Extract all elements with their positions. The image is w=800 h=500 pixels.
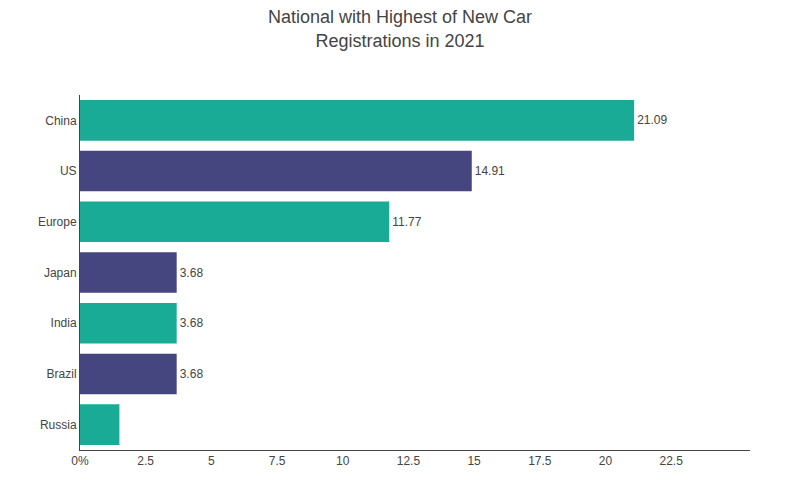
svg-text:2.5: 2.5	[137, 454, 154, 468]
svg-text:3.68: 3.68	[180, 316, 204, 330]
svg-text:Japan: Japan	[44, 266, 77, 280]
svg-text:Europe: Europe	[38, 215, 77, 229]
svg-text:0%: 0%	[71, 454, 89, 468]
svg-text:17.5: 17.5	[528, 454, 552, 468]
svg-text:US: US	[60, 164, 77, 178]
svg-text:Russia: Russia	[40, 418, 77, 432]
svg-text:China: China	[45, 114, 77, 128]
svg-text:20: 20	[599, 454, 613, 468]
svg-text:3.68: 3.68	[180, 367, 204, 381]
svg-text:10: 10	[336, 454, 350, 468]
svg-text:3.68: 3.68	[180, 266, 204, 280]
svg-text:12.5: 12.5	[397, 454, 421, 468]
svg-text:India: India	[51, 316, 77, 330]
svg-text:21.09: 21.09	[637, 113, 667, 127]
svg-text:Brazil: Brazil	[47, 367, 77, 381]
svg-text:14.91: 14.91	[475, 164, 505, 178]
svg-text:15: 15	[467, 454, 481, 468]
svg-text:22.5: 22.5	[660, 454, 684, 468]
svg-text:7.5: 7.5	[269, 454, 286, 468]
svg-text:5: 5	[208, 454, 215, 468]
svg-text:National with Highest of New C: National with Highest of New CarRegistra…	[268, 7, 532, 50]
svg-text:11.77: 11.77	[392, 215, 421, 229]
